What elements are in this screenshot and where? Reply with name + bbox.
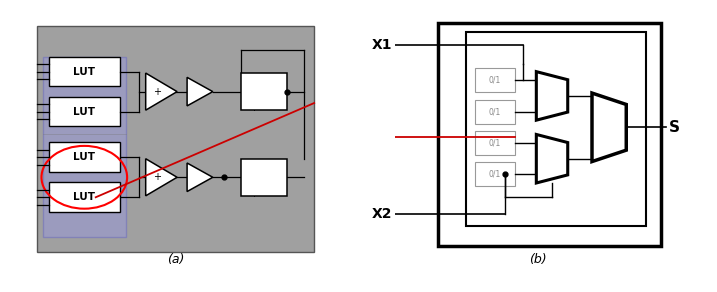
FancyBboxPatch shape <box>43 57 125 237</box>
FancyBboxPatch shape <box>49 142 120 172</box>
FancyBboxPatch shape <box>466 32 646 226</box>
FancyBboxPatch shape <box>49 57 120 86</box>
Text: +: + <box>153 87 161 97</box>
Text: LUT: LUT <box>73 152 95 162</box>
Text: 0/1: 0/1 <box>489 170 501 179</box>
Text: 0/1: 0/1 <box>489 138 501 147</box>
FancyBboxPatch shape <box>475 100 515 124</box>
Polygon shape <box>146 73 177 110</box>
Text: 0/1: 0/1 <box>489 107 501 116</box>
Polygon shape <box>592 93 626 161</box>
Text: LUT: LUT <box>73 107 95 117</box>
Polygon shape <box>187 163 213 192</box>
FancyBboxPatch shape <box>475 131 515 155</box>
Text: (b): (b) <box>529 253 546 266</box>
FancyBboxPatch shape <box>475 162 515 186</box>
FancyBboxPatch shape <box>438 23 660 246</box>
Text: X1: X1 <box>371 37 392 51</box>
Text: LUT: LUT <box>73 192 95 202</box>
Text: S: S <box>669 120 680 135</box>
FancyBboxPatch shape <box>242 73 287 110</box>
Polygon shape <box>536 72 568 120</box>
FancyBboxPatch shape <box>242 159 287 196</box>
Polygon shape <box>187 77 213 106</box>
Text: LUT: LUT <box>73 67 95 77</box>
Text: +: + <box>153 172 161 182</box>
FancyBboxPatch shape <box>37 26 314 251</box>
Text: X2: X2 <box>371 207 392 221</box>
Text: 0/1: 0/1 <box>489 76 501 85</box>
Polygon shape <box>536 134 568 183</box>
FancyBboxPatch shape <box>49 182 120 212</box>
Text: (a): (a) <box>167 253 184 266</box>
Polygon shape <box>146 159 177 196</box>
FancyBboxPatch shape <box>49 97 120 126</box>
FancyBboxPatch shape <box>475 68 515 92</box>
